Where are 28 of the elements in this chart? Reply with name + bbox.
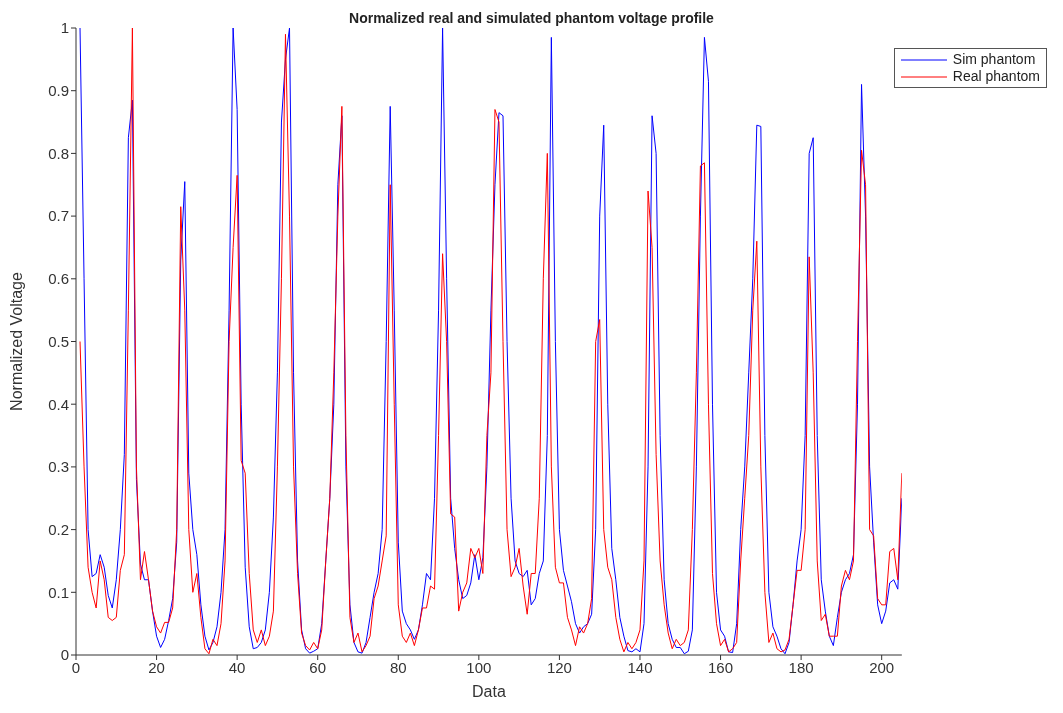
- y-tick-label: 0.4: [48, 395, 69, 413]
- y-tick-label: 0.8: [48, 144, 69, 162]
- legend-label: Sim phantom: [952, 51, 1036, 68]
- y-tick-label: 0.6: [48, 270, 69, 288]
- x-tick-label: 60: [309, 658, 327, 676]
- x-tick-label: 100: [466, 658, 492, 676]
- x-tick-label: 200: [869, 658, 895, 676]
- x-tick-label: 160: [708, 658, 734, 676]
- chart-title: Normalized real and simulated phantom voltage profile: [349, 10, 714, 26]
- x-tick-label: 140: [627, 658, 653, 676]
- y-tick-label: 0: [60, 646, 69, 664]
- y-tick-label: 0.3: [48, 458, 69, 476]
- line-series: [79, 28, 902, 655]
- x-tick-label: 0: [71, 658, 81, 676]
- y-tick-label: 1: [60, 19, 69, 37]
- y-tick-label: 0.5: [48, 332, 69, 350]
- x-tick-label: 180: [788, 658, 814, 676]
- y-axis-title: Normalized Voltage: [7, 272, 25, 411]
- x-tick-label: 40: [228, 658, 246, 676]
- x-tick-label: 80: [389, 658, 407, 676]
- x-tick-label: 20: [148, 658, 165, 676]
- y-tick-label: 0.7: [48, 207, 69, 225]
- y-tick-label: 0.9: [48, 82, 69, 100]
- legend-label: Real phantom: [952, 68, 1040, 85]
- x-tick-label: 120: [546, 658, 572, 676]
- y-tick-label: 0.1: [48, 583, 69, 601]
- x-axis-title: Data: [472, 683, 506, 700]
- y-tick-label: 0.2: [48, 520, 69, 538]
